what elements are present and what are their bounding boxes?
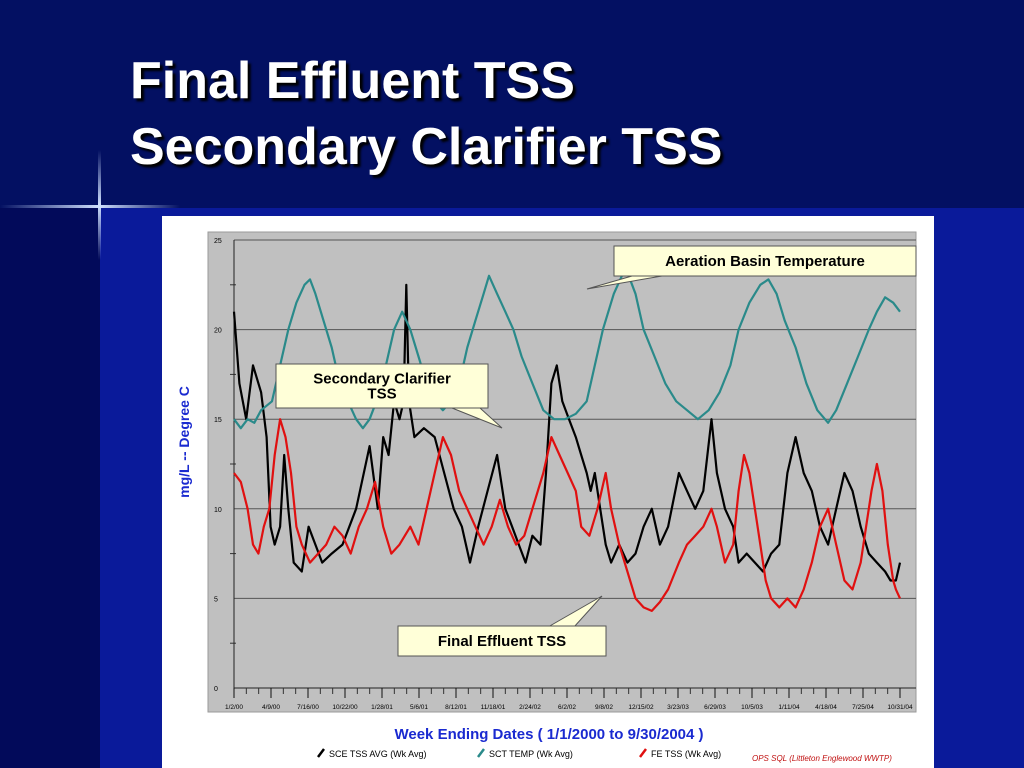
x-tick-label: 10/22/00 bbox=[332, 704, 358, 711]
callout-label: Final Effluent TSS bbox=[438, 633, 566, 650]
legend-swatch bbox=[639, 748, 647, 758]
legend-swatch bbox=[317, 748, 325, 758]
x-tick-label: 10/31/04 bbox=[887, 704, 913, 711]
tss-temperature-line-chart: 0 5 10 15 20 25 1/2/00 4/9/00 7/16/00 10/22/00 1/2… bbox=[176, 231, 917, 763]
y-axis-title: mg/L -- Degree C bbox=[176, 386, 192, 498]
x-tick-label: 4/18/04 bbox=[815, 704, 837, 711]
series-line-1 bbox=[233, 271, 901, 430]
x-tick-label: 2/24/02 bbox=[519, 704, 541, 711]
x-tick-label: 5/6/01 bbox=[410, 704, 428, 711]
x-axis-title: Week Ending Dates ( 1/1/2000 to 9/30/200… bbox=[394, 726, 703, 743]
x-tick-label: 6/29/03 bbox=[704, 704, 726, 711]
y-tick-label: 5 bbox=[214, 596, 218, 603]
x-tick-label: 1/2/00 bbox=[225, 704, 243, 711]
x-tick-label: 1/28/01 bbox=[371, 704, 393, 711]
x-tick-label: 7/25/04 bbox=[852, 704, 874, 711]
legend-label: FE TSS (Wk Avg) bbox=[651, 749, 721, 759]
x-tick-label: 7/16/00 bbox=[297, 704, 319, 711]
x-tick-label: 11/18/01 bbox=[481, 704, 506, 711]
legend-label: SCT TEMP (Wk Avg) bbox=[489, 749, 573, 759]
x-tick-label: 10/5/03 bbox=[741, 704, 763, 711]
footer-source-note: OPS SQL (Littleton Englewood WWTP) bbox=[752, 754, 892, 763]
sparkle-decoration-horizontal bbox=[0, 205, 180, 208]
chart-panel: 0 5 10 15 20 25 1/2/00 4/9/00 7/16/00 10/22/00 1/2… bbox=[162, 216, 934, 768]
callout-label: TSS bbox=[367, 385, 396, 402]
sparkle-decoration-vertical bbox=[98, 150, 101, 260]
callout-box bbox=[275, 363, 489, 409]
x-tick-label: 4/9/00 bbox=[262, 704, 280, 711]
callout-label: Aeration Basin Temperature bbox=[665, 253, 865, 270]
series-line-0 bbox=[232, 283, 902, 582]
slide-title-line-2: Secondary Clarifier TSS bbox=[130, 118, 723, 176]
y-tick-label: 0 bbox=[214, 686, 218, 693]
x-tick-label: 9/8/02 bbox=[595, 704, 613, 711]
slide-title-line-1: Final Effluent TSS bbox=[130, 52, 575, 110]
y-tick-label: 20 bbox=[214, 328, 222, 335]
callout-label: Secondary Clarifier bbox=[313, 371, 451, 388]
y-tick-label: 15 bbox=[214, 417, 222, 424]
y-tick-label: 10 bbox=[214, 507, 222, 514]
x-tick-label: 6/2/02 bbox=[558, 704, 576, 711]
x-tick-label: 12/15/02 bbox=[628, 704, 654, 711]
x-tick-label: 8/12/01 bbox=[445, 704, 467, 711]
legend-swatch bbox=[477, 748, 485, 758]
slide-header-band bbox=[0, 0, 1024, 208]
callout-box bbox=[613, 245, 917, 277]
series-line-2 bbox=[233, 418, 902, 612]
x-tick-label: 1/11/04 bbox=[778, 704, 800, 711]
slide-left-band bbox=[0, 208, 100, 768]
y-tick-label: 25 bbox=[214, 238, 222, 245]
slide-title: Final Effluent TSS Secondary Clarifier T… bbox=[130, 48, 722, 180]
x-tick-label: 3/23/03 bbox=[667, 704, 689, 711]
callout-box bbox=[397, 625, 607, 657]
legend-label: SCE TSS AVG (Wk Avg) bbox=[329, 749, 427, 759]
